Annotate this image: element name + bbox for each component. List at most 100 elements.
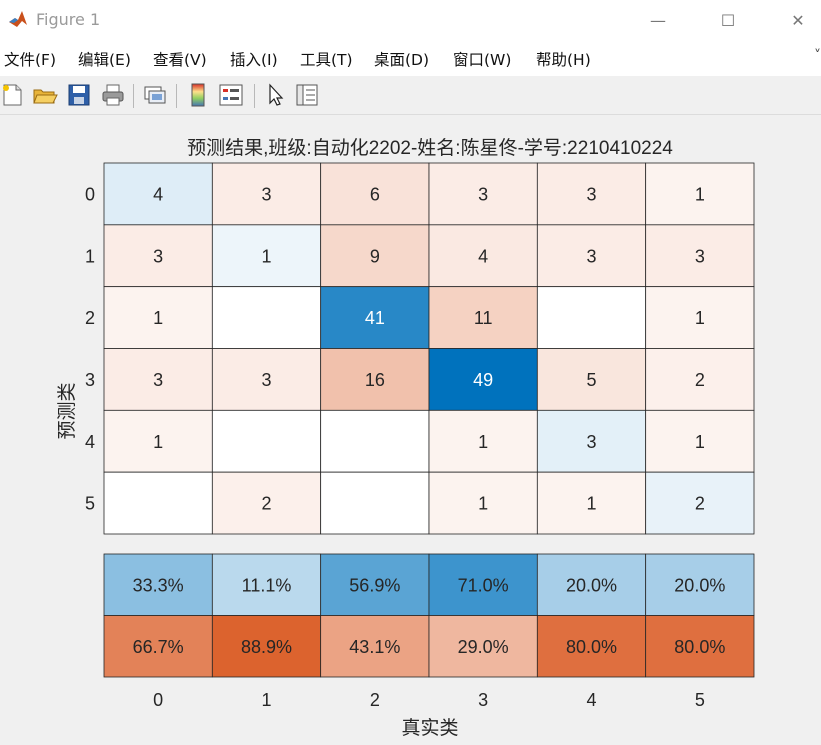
matrix-cell — [428, 409, 538, 473]
summary-cell-value: 29.0% — [458, 637, 509, 657]
matrix-cell — [103, 162, 213, 226]
matrix-cell-value: 3 — [586, 246, 596, 266]
colorbar-icon[interactable] — [185, 82, 211, 108]
summary-cell — [645, 615, 755, 678]
summary-cell — [428, 615, 538, 678]
matrix-cell-value: 16 — [365, 370, 385, 390]
legend-icon[interactable] — [218, 82, 244, 108]
x-tick-label: 2 — [370, 690, 380, 710]
column-summary: 33.3% 11.1% 56.9% 71.0% 20.0% 20.0% 66.7% 88.9%… — [103, 553, 755, 678]
x-tick-label: 3 — [478, 690, 488, 710]
matrix-cell-value: 1 — [261, 246, 271, 266]
menu-file[interactable]: 文件(F) — [4, 51, 57, 69]
matrix-cell — [428, 224, 538, 288]
matrix-cell — [211, 286, 322, 349]
matrix-cell — [211, 471, 322, 535]
summary-cell-value: 20.0% — [674, 575, 725, 595]
window-title: Figure 1 — [36, 10, 101, 29]
matrix-cell-value: 3 — [586, 184, 596, 204]
matrix-cell — [211, 224, 322, 288]
matrix-cells: 4 3 6 3 3 13 1 9 4 3 31 41 11 13 3 16 49 5 21 1 3 12 1 1 2 — [103, 162, 755, 535]
matrix-cell — [536, 286, 647, 349]
matrix-cell — [536, 162, 647, 226]
print-icon[interactable] — [100, 82, 126, 108]
matrix-cell — [211, 409, 322, 473]
matrix-cell — [536, 471, 647, 535]
summary-cell-value: 80.0% — [566, 637, 617, 657]
menu-window[interactable]: 窗口(W) — [453, 51, 512, 69]
y-tick-label: 2 — [85, 308, 95, 328]
save-icon[interactable] — [66, 82, 92, 108]
new-figure-icon[interactable] — [0, 82, 26, 108]
summary-cell — [536, 615, 647, 678]
matrix-cell — [103, 348, 213, 411]
matrix-cell — [645, 409, 755, 473]
menu-tools[interactable]: 工具(T) — [300, 51, 353, 69]
maximize-button[interactable]: ☐ — [705, 0, 751, 40]
matrix-cell-value: 5 — [586, 370, 596, 390]
matrix-cell — [645, 348, 755, 411]
matrix-cell — [320, 286, 430, 349]
matrix-cell — [428, 286, 538, 349]
menu-edit[interactable]: 编辑(E) — [78, 51, 131, 69]
menu-insert[interactable]: 插入(I) — [230, 51, 278, 69]
matrix-cell — [536, 224, 647, 288]
menu-view[interactable]: 查看(V) — [153, 51, 207, 69]
matrix-cell-value: 1 — [478, 432, 488, 452]
matlab-logo-icon — [9, 11, 27, 27]
matrix-cell-value: 11 — [474, 308, 493, 328]
figure-toolbar — [0, 76, 821, 115]
matrix-cell-value: 1 — [153, 432, 163, 452]
x-tick-label: 4 — [586, 690, 596, 710]
toolbar-separator — [254, 84, 255, 108]
summary-cell-value: 71.0% — [458, 575, 509, 595]
summary-cell — [211, 615, 322, 678]
toolbar-separator — [133, 84, 134, 108]
matrix-cell — [428, 471, 538, 535]
summary-cell-value: 88.9% — [241, 637, 292, 657]
matrix-cell-value: 3 — [695, 246, 705, 266]
matrix-cell-value: 1 — [695, 184, 705, 204]
matrix-cell-value: 1 — [695, 308, 705, 328]
x-tick-label: 5 — [695, 690, 705, 710]
property-inspector-icon[interactable] — [294, 82, 320, 108]
x-tick-label: 1 — [261, 690, 271, 710]
menu-desktop[interactable]: 桌面(D) — [374, 51, 430, 69]
summary-cell — [211, 553, 322, 616]
summary-cell — [103, 615, 213, 678]
link-axes-icon[interactable] — [142, 82, 168, 108]
menu-overflow-icon[interactable]: ˅ — [814, 48, 821, 64]
matrix-cell-value: 1 — [586, 494, 596, 514]
matrix-cell-value: 1 — [153, 308, 163, 328]
y-tick-label: 1 — [85, 246, 95, 266]
pointer-icon[interactable] — [262, 82, 288, 108]
matrix-cell-value: 3 — [153, 246, 163, 266]
matrix-cell-value: 2 — [695, 494, 705, 514]
summary-cell-value: 66.7% — [133, 637, 184, 657]
matrix-cell-value: 9 — [370, 246, 380, 266]
matrix-cell-value: 6 — [370, 184, 380, 204]
minimize-icon: — — [650, 10, 666, 30]
open-file-icon[interactable] — [32, 82, 58, 108]
y-tick-label: 3 — [85, 370, 95, 390]
x-tick-label: 0 — [153, 690, 163, 710]
matrix-cell-value: 41 — [365, 308, 385, 328]
summary-cell-value: 33.3% — [133, 575, 184, 595]
menu-bar: 文件(F) 编辑(E) 查看(V) 插入(I) 工具(T) 桌面(D) 窗口(W… — [0, 40, 821, 76]
matrix-cell-value: 2 — [695, 370, 705, 390]
matrix-cell — [211, 162, 322, 226]
matrix-cell — [645, 224, 755, 288]
matrix-cell — [320, 162, 430, 226]
summary-cell-value: 11.1% — [242, 575, 292, 595]
summary-cell — [428, 553, 538, 616]
matrix-cell — [320, 409, 430, 473]
chart-title: 预测结果,班级:自动化2202-姓名:陈星佟-学号:2210410224 — [187, 137, 673, 159]
summary-cell — [645, 553, 755, 616]
minimize-button[interactable]: — — [635, 0, 681, 40]
menu-help[interactable]: 帮助(H) — [536, 51, 591, 69]
matrix-cell — [320, 224, 430, 288]
close-button[interactable]: ✕ — [775, 0, 821, 40]
matrix-cell-value: 3 — [261, 370, 271, 390]
